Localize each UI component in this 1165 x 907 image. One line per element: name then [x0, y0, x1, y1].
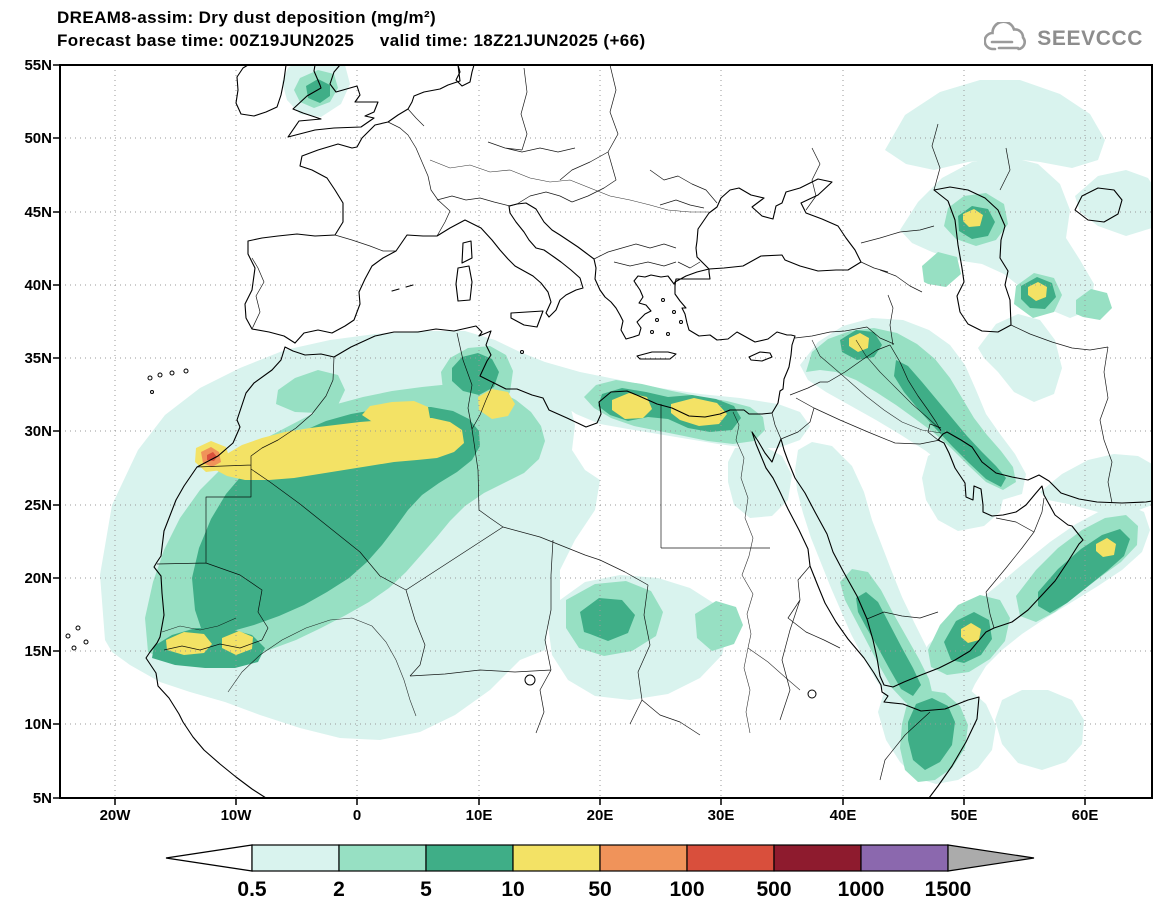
colorbar-segment-500-1000	[773, 844, 862, 872]
lat-label-5n: 5N	[33, 790, 52, 807]
borders-africa	[156, 332, 931, 781]
lon-label-60e: 60E	[1072, 807, 1099, 824]
colorbar-segment-100-500	[686, 844, 775, 872]
coastline-aral	[1074, 187, 1123, 223]
lat-label-30n: 30N	[24, 423, 52, 440]
x-axis-labels: 20W 10W 0 10E 20E 30E 40E 50E 60E	[100, 807, 1099, 824]
colorbar: 0.5 2 5 10 50 100 500 1000 1500	[165, 844, 1035, 901]
gridlines	[60, 65, 1152, 798]
country-borders	[156, 65, 1113, 781]
chart-title: DREAM8-assim: Dry dust deposition (mg/m²…	[57, 8, 437, 27]
colorbar-label-1000: 1000	[838, 878, 885, 901]
contour-level-100-500	[207, 452, 217, 461]
borders-europe	[251, 65, 718, 330]
colorbar-label-1500: 1500	[925, 878, 972, 901]
lat-label-50n: 50N	[24, 130, 52, 147]
lat-label-40n: 40N	[24, 277, 52, 294]
contour-shading	[100, 65, 1152, 784]
colorbar-label-5: 5	[420, 878, 432, 901]
colorbar-segment-0p5-2	[251, 844, 340, 872]
seevccc-logo: SEEVCCC	[984, 22, 1143, 56]
contour-level-2-5	[145, 70, 1138, 782]
lon-label-30e: 30E	[708, 807, 735, 824]
cloud-icon	[984, 22, 1027, 51]
colorbar-segment-10-50	[512, 844, 601, 872]
lon-label-40e: 40E	[830, 807, 857, 824]
lat-label-35n: 35N	[24, 350, 52, 367]
colorbar-label-0p5: 0.5	[237, 878, 267, 901]
colorbar-label-500: 500	[756, 878, 791, 901]
lon-label-20e: 20E	[587, 807, 614, 824]
colorbar-overflow-arrow	[947, 844, 1035, 872]
colorbar-label-2: 2	[333, 878, 345, 901]
coastline-redsea-horn	[751, 431, 980, 798]
contour-level-10-50	[166, 209, 1116, 655]
lon-label-0: 0	[353, 807, 361, 824]
colorbar-segment-2-5	[338, 844, 427, 872]
colorbar-labels: 0.5 2 5 10 50 100 500 1000 1500	[237, 878, 971, 901]
coastline-iberia-france-northsea	[244, 65, 461, 344]
lat-label-25n: 25N	[24, 497, 52, 514]
colorbar-segment-50-100	[599, 844, 688, 872]
chart-subtitle: Forecast base time: 00Z19JUN2025 valid t…	[57, 31, 646, 50]
lon-label-20w: 20W	[100, 807, 132, 824]
river-lines	[161, 159, 942, 734]
colorbar-underflow-arrow	[165, 844, 253, 872]
lat-label-15n: 15N	[24, 643, 52, 660]
gridline-mesh	[60, 65, 1152, 798]
colorbar-segment-5-10	[425, 844, 514, 872]
lat-label-10n: 10N	[24, 716, 52, 733]
borders-middle-east	[780, 123, 1113, 629]
rivers	[161, 159, 942, 734]
lon-label-10e: 10E	[466, 807, 493, 824]
coastline-islands	[391, 240, 773, 362]
lat-label-20n: 20N	[24, 570, 52, 587]
lat-label-55n: 55N	[24, 57, 52, 74]
axis-ticks	[53, 64, 1086, 805]
y-axis-labels: 55N 50N 45N 40N 35N 30N 25N 20N 15N 10N …	[24, 57, 52, 807]
coastline-mediterranean-europe	[294, 202, 710, 344]
logo-text: SEEVCCC	[1037, 27, 1143, 50]
small-islands	[65, 298, 817, 699]
colorbar-label-10: 10	[501, 878, 524, 901]
colorbar-segment-1000-1500	[860, 844, 949, 872]
lon-label-10w: 10W	[221, 807, 253, 824]
colorbar-label-50: 50	[588, 878, 611, 901]
colorbar-label-100: 100	[669, 878, 704, 901]
contour-level-0p5-2	[100, 65, 1152, 784]
lat-label-45n: 45N	[24, 204, 52, 221]
coastline-british-isles	[235, 65, 475, 138]
lon-label-50e: 50E	[951, 807, 978, 824]
coastline-arabia-gulf	[780, 431, 1152, 688]
coastline-africa-mediterranean-blacksea	[145, 178, 862, 798]
